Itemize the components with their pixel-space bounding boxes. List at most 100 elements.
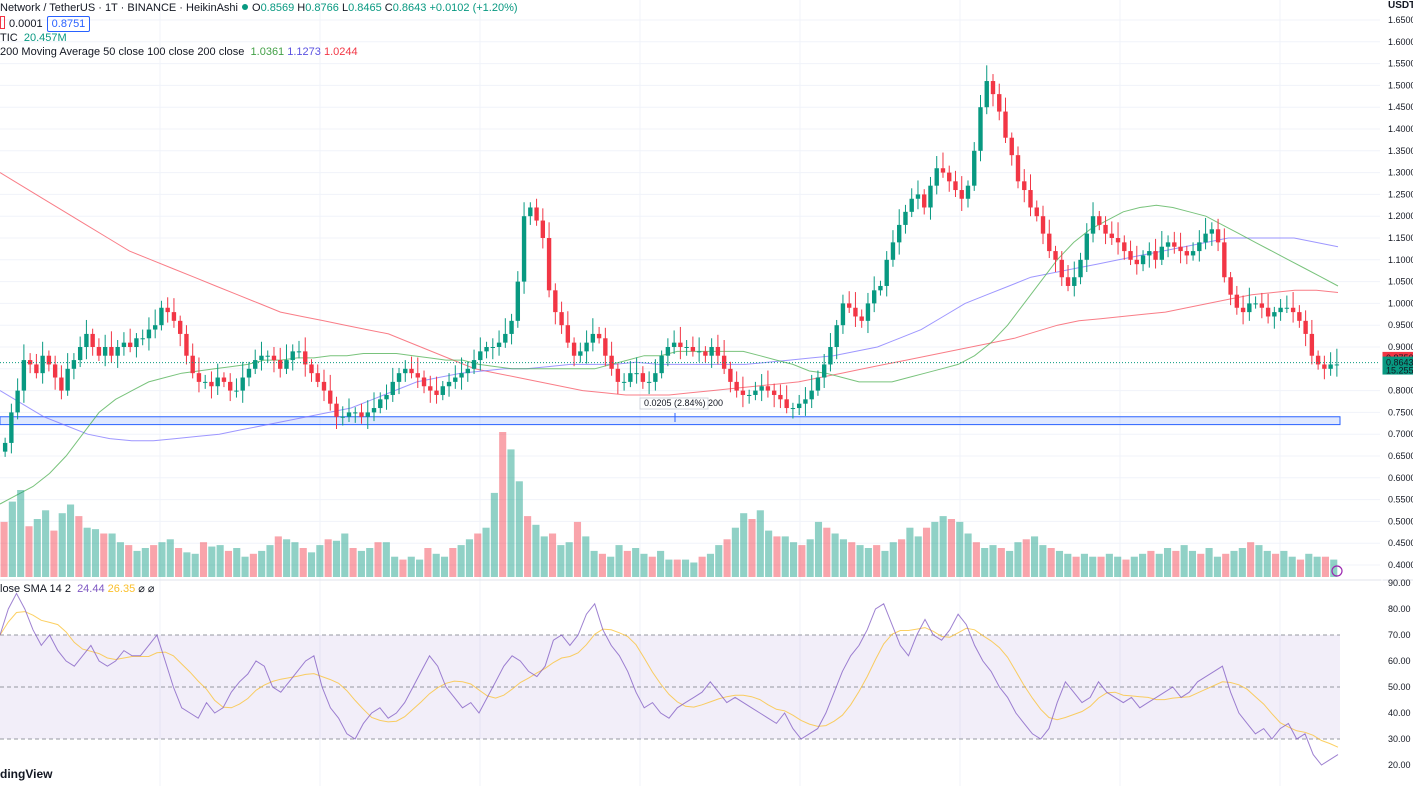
volume-bar [1288, 556, 1296, 577]
volume-bar [440, 556, 449, 577]
volume-bar [773, 536, 781, 577]
volume-bar [258, 550, 266, 577]
candle-body [415, 373, 420, 378]
candle-body [328, 390, 333, 404]
volume-bar [407, 556, 415, 577]
volume-bar [1080, 553, 1088, 577]
candle-body [615, 368, 621, 382]
volume-bar [199, 542, 208, 577]
candle-body [271, 355, 277, 361]
candle-body [1134, 259, 1139, 265]
candle-body [1153, 251, 1158, 260]
volume-bar [175, 548, 183, 577]
volume-bar [881, 550, 889, 577]
candle-body [815, 377, 821, 391]
candle-body [1122, 242, 1127, 252]
buy-button[interactable]: 0.8751 [46, 16, 91, 32]
volume-bar [490, 492, 498, 577]
candle-body [790, 408, 796, 410]
volume-bar [1272, 553, 1280, 577]
candle-body [621, 381, 627, 383]
candle-body [978, 107, 983, 151]
volume-bar [116, 542, 124, 577]
price-axis-label: 1.4000 [1388, 124, 1413, 134]
volume-bar [374, 542, 382, 577]
price-axis-label: 1.0000 [1388, 298, 1413, 308]
brand-logo[interactable]: dingView [0, 767, 53, 781]
candle-body [71, 360, 77, 369]
candle-body [409, 368, 414, 374]
candle-body [1047, 233, 1052, 252]
sell-button[interactable] [0, 16, 5, 29]
volume-bar [565, 542, 573, 577]
candle-body [540, 220, 546, 238]
volume-bar [806, 539, 814, 577]
volume-bar [790, 542, 798, 577]
candle-body [665, 347, 671, 356]
candle-body [565, 325, 571, 343]
ma-legend[interactable]: 200 Moving Average 50 close 100 close 20… [0, 46, 358, 58]
candle-body [721, 355, 727, 369]
price-axis-label: 1.3500 [1388, 146, 1413, 156]
candle-body [853, 307, 858, 317]
volume-bar [17, 490, 25, 577]
candle-body [659, 355, 664, 374]
candle-body [34, 364, 39, 374]
price-axis-label: 0.9500 [1388, 320, 1413, 330]
candle-body [746, 394, 752, 396]
candle-body [334, 403, 339, 417]
ma50-value: 1.0361 [250, 46, 285, 58]
volume-bar [416, 559, 424, 577]
candle-body [1147, 251, 1152, 256]
currency-label[interactable]: USDT [1388, 0, 1413, 11]
candle-body [1178, 246, 1183, 252]
volume-bar [1105, 553, 1113, 577]
candle-body [671, 342, 677, 347]
candle-body [465, 368, 470, 374]
candle-body [184, 333, 189, 356]
candle-body [646, 381, 652, 383]
candle-body [1053, 251, 1058, 260]
candle-body [353, 412, 358, 414]
candle-body [834, 325, 839, 347]
volume-bar [133, 550, 141, 577]
volume-bar [1072, 556, 1080, 577]
candle-body [1297, 312, 1302, 321]
price-axis-label: 0.9000 [1388, 342, 1413, 352]
candle-body [171, 312, 177, 321]
candle-body [459, 373, 464, 378]
volume-bar [665, 559, 673, 577]
volume-bar [1089, 556, 1097, 577]
volume-bar [391, 556, 399, 577]
candle-body [1197, 242, 1202, 252]
volume-bar [989, 545, 997, 577]
volume-bar [66, 504, 75, 577]
price-axis-label: 1.5500 [1388, 59, 1413, 69]
candle-body [196, 373, 202, 382]
volume-bar [1039, 545, 1047, 577]
volume-bar [191, 553, 199, 577]
volume-bar [183, 552, 191, 577]
volume-bar [1313, 556, 1321, 577]
symbol-title[interactable]: Network / TetherUS · 1T · BINANCE · Heik… [0, 2, 238, 14]
measure-label: 0.0205 (2.84%) 200 [644, 398, 723, 408]
volume-bar [831, 533, 839, 577]
candle-body [628, 373, 633, 382]
candle-body [1140, 255, 1146, 265]
volume-bar [8, 501, 16, 577]
ma200-line [0, 172, 1339, 396]
candle-body [152, 325, 158, 330]
volume-bar [357, 550, 365, 577]
low-value: 0.8465 [348, 2, 382, 14]
volume-legend[interactable]: TIC 20.457M [0, 32, 67, 44]
volume-bar [956, 521, 964, 577]
candle-body [2, 442, 8, 452]
rsi-legend[interactable]: lose SMA 14 2 24.44 26.35 ⌀ ⌀ [0, 583, 155, 595]
volume-bar [125, 545, 133, 577]
candle-body [1022, 181, 1027, 191]
volume-bar [224, 550, 232, 577]
rsi-axis-label: 90.00 [1388, 578, 1411, 588]
volume-bar [598, 553, 606, 577]
candle-body [865, 303, 871, 321]
